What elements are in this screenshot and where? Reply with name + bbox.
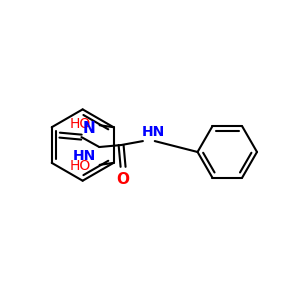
Text: HO: HO <box>70 117 91 131</box>
Text: HN: HN <box>142 125 165 139</box>
Text: N: N <box>82 121 95 136</box>
Text: HO: HO <box>70 159 91 173</box>
Text: HN: HN <box>73 149 96 163</box>
Text: O: O <box>117 172 130 187</box>
